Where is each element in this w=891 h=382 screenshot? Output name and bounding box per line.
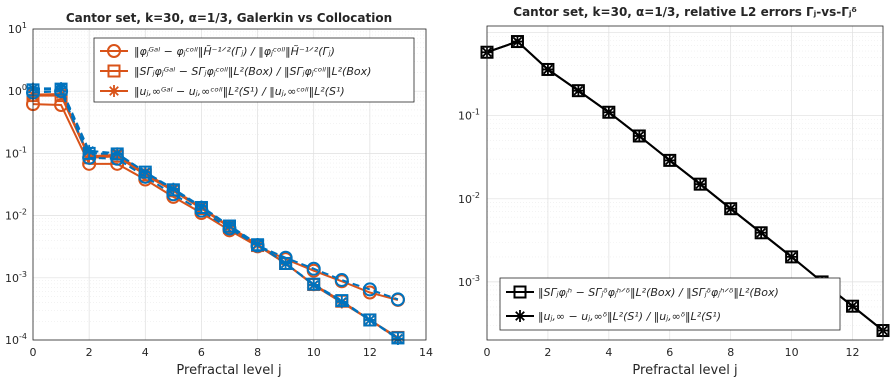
left-data-point-6: [167, 182, 180, 195]
right-legend-marker-star: [514, 310, 526, 322]
left-y-tick-label: 10-3: [5, 270, 27, 285]
right-legend-label-1: ‖SΓⱼφⱼʰ − SΓⱼᵟφⱼʰᐟᵟ‖L²(Box) / ‖SΓⱼᵟφⱼʰᐟᵟ…: [538, 286, 779, 299]
left-x-ticks: 0 2 4 6 8 10 12 14: [30, 346, 434, 359]
left-data-point-6: [307, 278, 320, 291]
right-data-point-2: [694, 178, 707, 191]
right-legend-label-2: ‖uⱼ,∞ − uⱼ,∞ᵟ‖L²(S¹) / ‖uⱼ,∞ᵟ‖L²(S¹): [538, 310, 721, 323]
right-x-tick-label: 6: [666, 346, 673, 359]
right-data-point-2: [724, 202, 737, 215]
left-y-tick-label: 10-2: [5, 208, 27, 223]
right-y-tick-label: 10-3: [458, 274, 480, 289]
left-legend-label-2: ‖SΓⱼφⱼᴳᵃˡ − SΓⱼφⱼᶜᵒˡˡ‖L²(Box) / ‖SΓⱼφⱼᶜᵒ…: [134, 65, 371, 78]
left-y-ticks: 101 100 10-1 10-2 10-3 10-4: [5, 21, 27, 347]
left-x-tick-label: 14: [419, 346, 433, 359]
left-x-tick-label: 6: [198, 346, 205, 359]
right-y-tick-label: 10-2: [458, 191, 480, 206]
left-chart-title: Cantor set, k=30, α=1/3, Galerkin vs Col…: [66, 11, 392, 25]
right-data-point-2: [755, 226, 768, 239]
left-data-point-6: [55, 82, 68, 95]
right-data-point-2: [602, 106, 615, 119]
right-x-ticks: 0 2 4 6 8 10 12: [484, 346, 860, 359]
right-x-tick-label: 0: [484, 346, 491, 359]
left-data-point-6: [223, 219, 236, 232]
left-y-tick-label: 101: [8, 21, 27, 36]
left-x-tick-label: 12: [363, 346, 377, 359]
left-data-point-6: [195, 200, 208, 213]
left-x-tick-label: 2: [86, 346, 93, 359]
left-data-point-6: [335, 295, 348, 308]
left-legend-label-3: ‖uⱼ,∞ᴳᵃˡ − uⱼ,∞ᶜᵒˡˡ‖L²(S¹) / ‖uⱼ,∞ᶜᵒˡˡ‖L…: [134, 85, 345, 98]
left-legend-marker-star: [108, 85, 120, 97]
left-x-tick-label: 4: [142, 346, 149, 359]
left-legend-markers: [100, 44, 128, 97]
right-plot-frame: [486, 25, 884, 341]
left-legend: ‖φⱼᴳᵃˡ − φⱼᶜᵒˡˡ‖H̃⁻¹ᐟ²(Γⱼ) / ‖φⱼᶜᵒˡˡ‖H̃⁻…: [93, 37, 415, 103]
left-series-line-1: [32, 103, 399, 301]
left-legend-box: [93, 37, 415, 103]
left-plot-frame: [32, 28, 427, 341]
right-data-point-2: [663, 154, 676, 167]
left-data-point-6: [363, 313, 376, 326]
left-series: [26, 82, 405, 345]
right-x-tick-label: 2: [544, 346, 551, 359]
right-x-tick-label: 4: [605, 346, 612, 359]
right-data-point-2: [785, 250, 798, 263]
left-data-point-6: [83, 144, 96, 157]
left-data-point-6: [139, 166, 152, 179]
right-x-axis-label: Prefractal level j: [632, 363, 737, 378]
left-x-tick-label: 10: [307, 346, 321, 359]
right-x-tick-label: 10: [785, 346, 799, 359]
left-chart: Cantor set, k=30, α=1/3, Galerkin vs Col…: [5, 11, 433, 378]
right-chart: Cantor set, k=30, α=1/3, relative L2 err…: [458, 5, 890, 378]
left-data-point-4: [390, 292, 405, 307]
right-y-tick-label: 10-1: [458, 108, 480, 123]
left-legend-marker-square: [107, 64, 121, 78]
right-legend-marker-square: [513, 285, 527, 299]
left-x-tick-label: 8: [254, 346, 261, 359]
left-y-tick-label: 10-4: [5, 332, 27, 347]
right-legend-box: [499, 277, 841, 331]
left-series-line-4: [32, 90, 399, 301]
left-legend-marker-circle: [107, 44, 121, 58]
left-x-axis-label: Prefractal level j: [176, 363, 281, 378]
left-x-tick-label: 0: [30, 346, 37, 359]
right-y-ticks: 10-1 10-2 10-3: [458, 108, 480, 289]
left-data-point-6: [391, 332, 404, 345]
right-data-point-2: [541, 63, 554, 76]
right-data-point-2: [511, 35, 524, 48]
right-x-tick-label: 12: [846, 346, 860, 359]
left-y-tick-label: 100: [8, 83, 27, 98]
right-data-point-2: [846, 300, 859, 313]
left-data-point-6: [279, 257, 292, 270]
right-data-point-2: [572, 84, 585, 97]
right-x-tick-label: 8: [727, 346, 734, 359]
right-chart-title: Cantor set, k=30, α=1/3, relative L2 err…: [513, 5, 856, 19]
left-data-point-4: [334, 273, 349, 288]
left-legend-label-1: ‖φⱼᴳᵃˡ − φⱼᶜᵒˡˡ‖H̃⁻¹ᐟ²(Γⱼ) / ‖φⱼᶜᵒˡˡ‖H̃⁻…: [134, 45, 335, 58]
right-data-point-2: [633, 129, 646, 142]
left-data-point-6: [111, 147, 124, 160]
left-y-tick-label: 10-1: [5, 145, 27, 160]
left-data-point-4: [306, 261, 321, 276]
left-data-point-4: [362, 282, 377, 297]
left-data-point-6: [251, 237, 264, 250]
right-legend: ‖SΓⱼφⱼʰ − SΓⱼᵟφⱼʰᐟᵟ‖L²(Box) / ‖SΓⱼᵟφⱼʰᐟᵟ…: [499, 277, 841, 331]
right-legend-markers: [506, 285, 534, 322]
